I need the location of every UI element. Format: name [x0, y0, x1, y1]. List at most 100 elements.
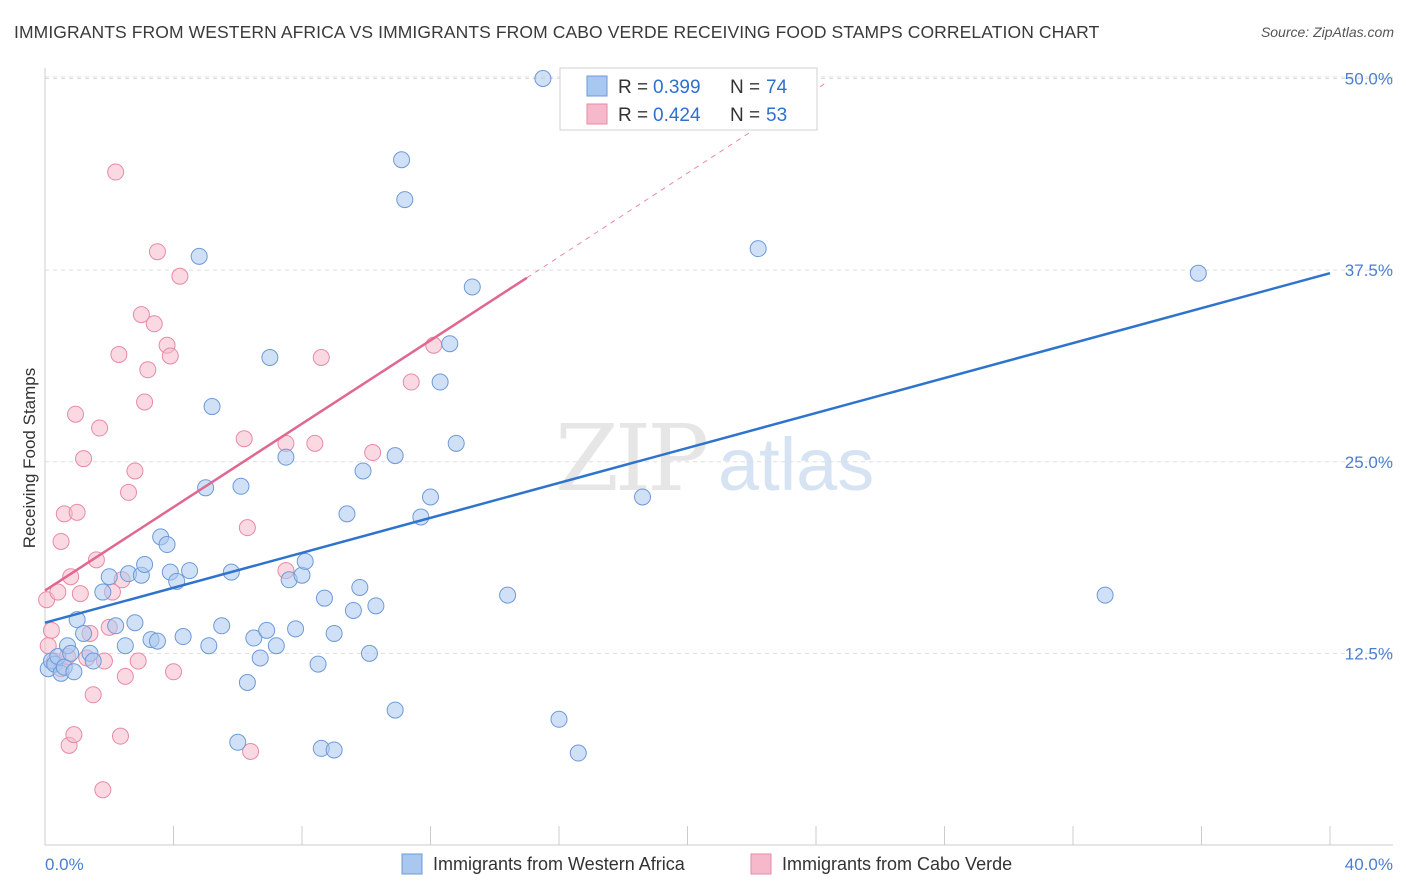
legend: R = 0.399 N = 74 R = 0.424 N = 53: [559, 67, 818, 131]
data-point-western-africa: [126, 614, 144, 632]
data-point-cabo-verde: [107, 163, 125, 181]
x-ticks: [44, 826, 1331, 845]
data-point-cabo-verde: [91, 419, 109, 437]
legend-swatch-blue: [586, 75, 608, 97]
data-point-western-africa: [203, 398, 221, 416]
data-point-cabo-verde: [120, 483, 138, 501]
data-point-western-africa: [367, 597, 385, 615]
data-point-western-africa: [354, 462, 372, 480]
legend-r-label-blue: R =: [618, 77, 648, 98]
y-tick-label: 25.0%: [1345, 453, 1393, 472]
x-tick-labels: 0.0% 40.0%: [45, 855, 1393, 874]
y-axis-label: Receiving Food Stamps: [20, 368, 39, 548]
data-point-cabo-verde: [235, 430, 253, 448]
data-point-western-africa: [158, 536, 176, 554]
bottom-legend: Immigrants from Western Africa Immigrant…: [401, 853, 1012, 875]
data-point-western-africa: [309, 655, 327, 673]
data-point-western-africa: [351, 578, 369, 596]
legend-r-label-pink: R =: [618, 105, 648, 126]
legend-r-value-pink: 0.424: [653, 105, 701, 126]
watermark: ZIP atlas: [555, 405, 874, 512]
data-point-western-africa: [261, 349, 279, 367]
data-point-western-africa: [1189, 264, 1207, 282]
data-point-cabo-verde: [65, 726, 83, 744]
bottom-legend-swatch-blue: [401, 853, 423, 875]
data-point-western-africa: [447, 434, 465, 452]
data-point-cabo-verde: [116, 667, 134, 685]
data-point-cabo-verde: [129, 652, 147, 670]
watermark-zip: ZIP: [555, 405, 706, 512]
data-point-cabo-verde: [136, 393, 154, 411]
data-point-western-africa: [174, 628, 192, 646]
x-tick-label: 40.0%: [1345, 855, 1393, 874]
bottom-legend-label-blue: Immigrants from Western Africa: [433, 854, 686, 874]
data-point-cabo-verde: [402, 373, 420, 391]
data-point-western-africa: [1096, 586, 1114, 604]
data-point-cabo-verde: [52, 532, 70, 550]
data-point-cabo-verde: [84, 686, 102, 704]
data-point-cabo-verde: [145, 315, 163, 333]
data-point-western-africa: [463, 278, 481, 296]
data-point-western-africa: [344, 601, 362, 619]
data-point-cabo-verde: [238, 519, 256, 537]
data-point-western-africa: [431, 373, 449, 391]
bottom-legend-label-pink: Immigrants from Cabo Verde: [782, 854, 1012, 874]
data-point-western-africa: [267, 637, 285, 655]
y-tick-label: 50.0%: [1345, 70, 1393, 89]
data-point-western-africa: [634, 488, 652, 506]
data-point-western-africa: [251, 649, 269, 667]
data-point-western-africa: [422, 488, 439, 506]
data-point-western-africa: [181, 562, 199, 580]
chart-source: Source: ZipAtlas.com: [1260, 24, 1394, 40]
chart-title: IMMIGRANTS FROM WESTERN AFRICA VS IMMIGR…: [14, 22, 1100, 42]
data-point-western-africa: [107, 617, 125, 635]
data-point-western-africa: [75, 624, 93, 642]
trend-line-cabo-verde: [44, 276, 528, 592]
data-point-western-africa: [258, 621, 276, 639]
data-point-cabo-verde: [75, 450, 93, 468]
data-point-western-africa: [287, 620, 305, 638]
trend-line-western-africa: [44, 271, 1331, 624]
data-point-western-africa: [238, 674, 256, 692]
data-point-cabo-verde: [171, 267, 189, 285]
data-point-western-africa: [65, 663, 83, 681]
data-point-western-africa: [136, 555, 154, 573]
data-point-cabo-verde: [161, 347, 179, 365]
legend-r-value-blue: 0.399: [653, 77, 701, 98]
data-point-western-africa: [293, 566, 311, 584]
data-point-western-africa: [213, 617, 231, 635]
data-point-cabo-verde: [94, 781, 112, 799]
data-point-western-africa: [325, 624, 343, 642]
data-point-western-africa: [232, 477, 250, 495]
data-point-western-africa: [325, 741, 343, 759]
data-point-western-africa: [441, 335, 459, 353]
data-point-cabo-verde: [242, 742, 260, 760]
data-point-western-africa: [338, 505, 356, 523]
data-point-western-africa: [148, 632, 166, 650]
data-point-western-africa: [499, 586, 517, 604]
bottom-legend-swatch-pink: [750, 853, 772, 875]
data-point-western-africa: [116, 637, 134, 655]
data-point-cabo-verde: [139, 361, 157, 379]
data-point-western-africa: [569, 744, 587, 762]
data-point-western-africa: [277, 448, 295, 466]
data-point-western-africa: [749, 240, 767, 258]
data-point-western-africa: [296, 552, 314, 570]
data-point-cabo-verde: [111, 727, 129, 745]
data-point-cabo-verde: [110, 345, 128, 363]
trend-lines: [44, 82, 1331, 624]
data-point-western-africa: [315, 589, 333, 607]
watermark-atlas: atlas: [718, 423, 874, 506]
data-point-western-africa: [386, 447, 404, 465]
data-point-western-africa: [84, 652, 102, 670]
data-point-cabo-verde: [364, 444, 382, 462]
data-point-western-africa: [396, 191, 414, 209]
y-tick-label: 12.5%: [1345, 644, 1393, 663]
data-point-cabo-verde: [165, 663, 182, 681]
data-point-western-africa: [62, 644, 80, 662]
data-point-cabo-verde: [148, 243, 166, 261]
data-point-cabo-verde: [306, 434, 324, 452]
data-point-western-africa: [245, 629, 263, 647]
data-point-cabo-verde: [312, 349, 330, 367]
